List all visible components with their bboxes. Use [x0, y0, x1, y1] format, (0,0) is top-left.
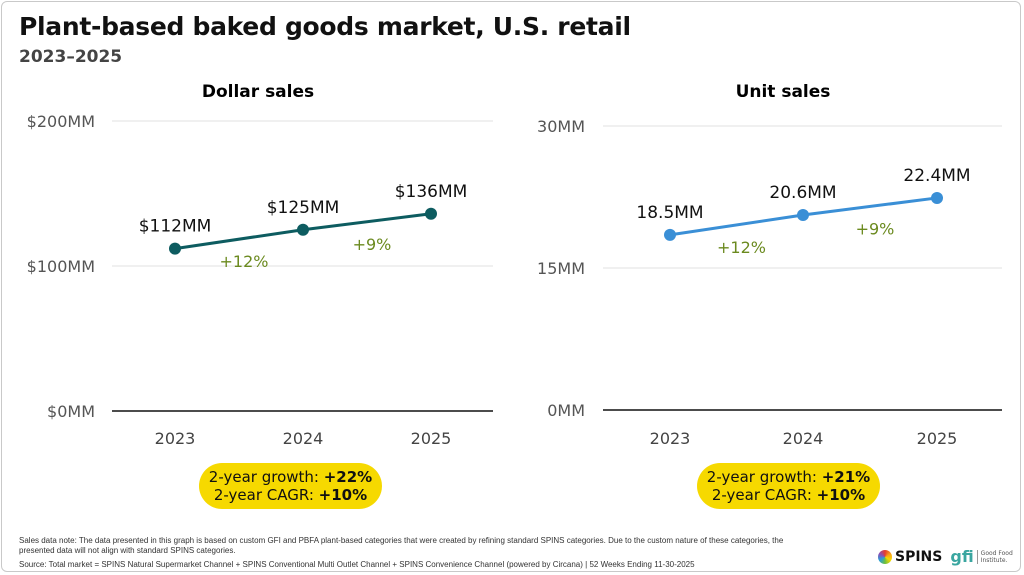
dollar-summary-pill: 2-year growth: +22% 2-year CAGR: +10%	[199, 463, 382, 509]
page-title: Plant-based baked goods market, U.S. ret…	[19, 12, 631, 41]
unit-chart-title: Unit sales	[736, 82, 831, 102]
unit-y-tick-label: 15MM	[537, 259, 585, 278]
sales-data-note: Sales data note: The data presented in t…	[19, 536, 784, 555]
unit-data-label: 18.5MM	[636, 203, 703, 223]
dollar-cagr-value: +10%	[318, 486, 368, 504]
source-note: Source: Total market = SPINS Natural Sup…	[19, 560, 695, 569]
dollar-data-label: $125MM	[267, 198, 340, 218]
unit-summary-pill: 2-year growth: +21% 2-year CAGR: +10%	[697, 463, 880, 509]
unit-y-tick-label: 0MM	[547, 401, 585, 420]
unit-data-label: 20.6MM	[769, 183, 836, 203]
unit-data-label: 22.4MM	[903, 166, 970, 186]
gfi-logo-text: gfi	[950, 547, 974, 566]
unit-data-point	[797, 208, 809, 221]
dollar-cagr-label: 2-year CAGR:	[213, 486, 314, 504]
unit-growth-value: +21%	[821, 468, 871, 486]
gfi-logo: gfi Good Food Institute.	[950, 547, 1024, 566]
dollar-x-tick-label: 2023	[155, 429, 196, 448]
unit-data-point	[664, 228, 676, 241]
unit-growth-label: +9%	[856, 219, 895, 238]
unit-x-tick-label: 2023	[650, 429, 691, 448]
unit-x-tick-label: 2025	[917, 429, 958, 448]
unit-cagr-label: 2-year CAGR:	[711, 486, 812, 504]
dollar-y-tick-label: $0MM	[47, 402, 95, 421]
charts-svg: Dollar sales $0MM $100MM $200MM 2023 2024 2025…	[27, 82, 1002, 448]
unit-cagr-value: +10%	[816, 486, 866, 504]
dollar-y-tick-label: $100MM	[27, 257, 95, 276]
dollar-growth-value: +22%	[323, 468, 373, 486]
gfi-logo-name: Good Food Institute.	[976, 549, 1024, 564]
dollar-data-point	[297, 223, 309, 236]
unit-growth-label: 2-year growth:	[706, 468, 817, 486]
dollar-data-point	[169, 242, 181, 255]
unit-growth-label: +12%	[717, 238, 766, 257]
dollar-x-tick-label: 2024	[283, 429, 324, 448]
dollar-chart-title: Dollar sales	[202, 82, 314, 102]
unit-x-tick-label: 2024	[783, 429, 824, 448]
dollar-data-point	[425, 207, 437, 220]
spins-logo-text: SPINS	[895, 548, 943, 565]
dollar-y-tick-label: $200MM	[27, 112, 95, 131]
spins-logo: SPINS	[878, 549, 942, 565]
page-subtitle: 2023–2025	[19, 47, 123, 67]
dollar-growth-label: +12%	[220, 252, 269, 271]
dollar-growth-label: 2-year growth:	[208, 468, 319, 486]
unit-data-point	[931, 191, 943, 204]
dollar-data-label: $136MM	[395, 182, 468, 202]
spins-mark-icon	[878, 549, 892, 564]
dollar-x-tick-label: 2025	[411, 429, 452, 448]
dollar-growth-label: +9%	[353, 235, 392, 254]
unit-y-tick-label: 30MM	[537, 117, 585, 136]
logos: SPINS gfi Good Food Institute.	[878, 547, 1024, 566]
dollar-data-label: $112MM	[139, 217, 212, 237]
